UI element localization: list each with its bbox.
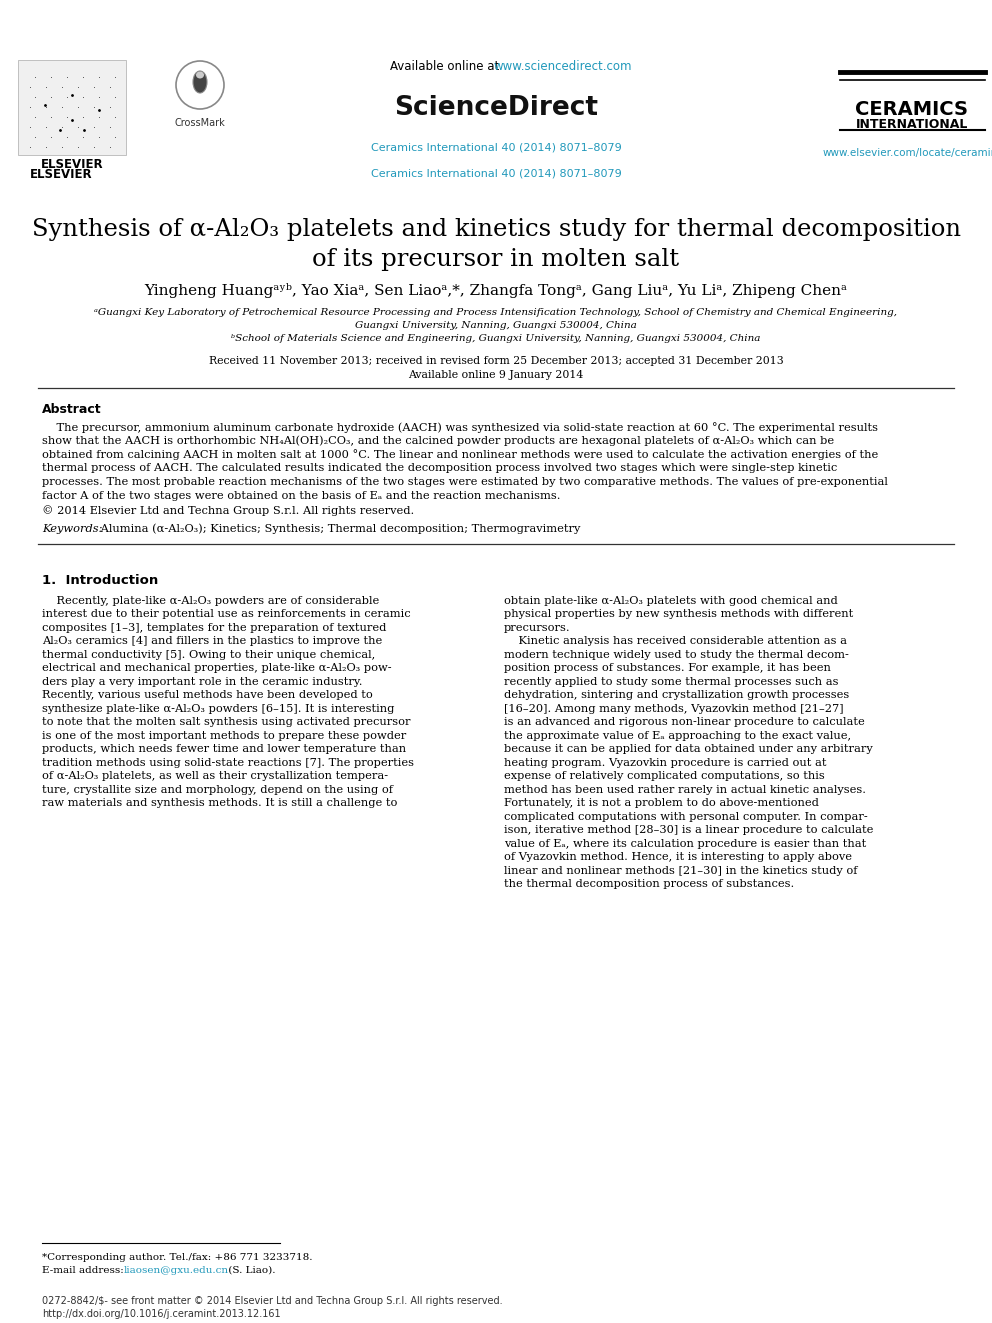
Text: of α-Al₂O₃ platelets, as well as their crystallization tempera-: of α-Al₂O₃ platelets, as well as their c… (42, 771, 388, 781)
Text: products, which needs fewer time and lower temperature than: products, which needs fewer time and low… (42, 744, 406, 754)
Text: Ceramics International 40 (2014) 8071–8079: Ceramics International 40 (2014) 8071–80… (371, 168, 621, 179)
Text: CERAMICS: CERAMICS (855, 101, 968, 119)
Text: Fortunately, it is not a problem to do above-mentioned: Fortunately, it is not a problem to do a… (504, 798, 818, 808)
Text: 1.  Introduction: 1. Introduction (42, 574, 159, 586)
Text: Available online at: Available online at (390, 60, 503, 73)
Text: electrical and mechanical properties, plate-like α-Al₂O₃ pow-: electrical and mechanical properties, pl… (42, 663, 392, 673)
Text: of Vyazovkin method. Hence, it is interesting to apply above: of Vyazovkin method. Hence, it is intere… (504, 852, 852, 863)
Text: dehydration, sintering and crystallization growth processes: dehydration, sintering and crystallizati… (504, 691, 849, 700)
Text: CrossMark: CrossMark (175, 118, 225, 128)
Text: because it can be applied for data obtained under any arbitrary: because it can be applied for data obtai… (504, 744, 873, 754)
Text: interest due to their potential use as reinforcements in ceramic: interest due to their potential use as r… (42, 609, 411, 619)
Text: heating program. Vyazovkin procedure is carried out at: heating program. Vyazovkin procedure is … (504, 758, 826, 767)
Text: ᵇSchool of Materials Science and Engineering, Guangxi University, Nanning, Guang: ᵇSchool of Materials Science and Enginee… (231, 333, 761, 343)
Text: of its precursor in molten salt: of its precursor in molten salt (312, 247, 680, 271)
Text: processes. The most probable reaction mechanisms of the two stages were estimate: processes. The most probable reaction me… (42, 478, 888, 487)
Text: Al₂O₃ ceramics [4] and fillers in the plastics to improve the: Al₂O₃ ceramics [4] and fillers in the pl… (42, 636, 382, 646)
Text: http://dx.doi.org/10.1016/j.ceramint.2013.12.161: http://dx.doi.org/10.1016/j.ceramint.201… (42, 1308, 281, 1319)
Text: Alumina (α-Al₂O₃); Kinetics; Synthesis; Thermal decomposition; Thermogravimetry: Alumina (α-Al₂O₃); Kinetics; Synthesis; … (97, 524, 580, 534)
Text: 0272-8842/$- see front matter © 2014 Elsevier Ltd and Techna Group S.r.l. All ri: 0272-8842/$- see front matter © 2014 Els… (42, 1297, 503, 1306)
Text: complicated computations with personal computer. In compar-: complicated computations with personal c… (504, 811, 868, 822)
Text: [16–20]. Among many methods, Vyazovkin method [21–27]: [16–20]. Among many methods, Vyazovkin m… (504, 704, 843, 713)
Text: Recently, various useful methods have been developed to: Recently, various useful methods have be… (42, 691, 373, 700)
Text: ison, iterative method [28–30] is a linear procedure to calculate: ison, iterative method [28–30] is a line… (504, 826, 873, 835)
Text: INTERNATIONAL: INTERNATIONAL (856, 118, 968, 131)
Text: E-mail address:: E-mail address: (42, 1266, 127, 1275)
Bar (18, 60, 126, 155)
Text: liaosen@gxu.edu.cn: liaosen@gxu.edu.cn (124, 1266, 229, 1275)
Ellipse shape (193, 71, 207, 93)
Text: Guangxi University, Nanning, Guangxi 530004, China: Guangxi University, Nanning, Guangxi 530… (355, 321, 637, 329)
Text: is an advanced and rigorous non-linear procedure to calculate: is an advanced and rigorous non-linear p… (504, 717, 865, 728)
Text: expense of relatively complicated computations, so this: expense of relatively complicated comput… (504, 771, 824, 781)
Text: to note that the molten salt synthesis using activated precursor: to note that the molten salt synthesis u… (42, 717, 411, 728)
Text: modern technique widely used to study the thermal decom-: modern technique widely used to study th… (504, 650, 849, 660)
Text: thermal conductivity [5]. Owing to their unique chemical,: thermal conductivity [5]. Owing to their… (42, 650, 375, 660)
Text: ELSEVIER: ELSEVIER (41, 157, 103, 171)
Text: Ceramics International 40 (2014) 8071–8079: Ceramics International 40 (2014) 8071–80… (371, 142, 621, 152)
Text: value of Eₐ, where its calculation procedure is easier than that: value of Eₐ, where its calculation proce… (504, 839, 866, 848)
Text: obtained from calcining AACH in molten salt at 1000 °C. The linear and nonlinear: obtained from calcining AACH in molten s… (42, 450, 878, 460)
Text: thermal process of AACH. The calculated results indicated the decomposition proc: thermal process of AACH. The calculated … (42, 463, 837, 474)
Text: show that the AACH is orthorhombic NH₄Al(OH)₂CO₃, and the calcined powder produc: show that the AACH is orthorhombic NH₄Al… (42, 435, 834, 446)
Text: synthesize plate-like α-Al₂O₃ powders [6–15]. It is interesting: synthesize plate-like α-Al₂O₃ powders [6… (42, 704, 395, 713)
Text: ScienceDirect: ScienceDirect (394, 95, 598, 120)
Text: *Corresponding author. Tel./fax: +86 771 3233718.: *Corresponding author. Tel./fax: +86 771… (42, 1253, 312, 1262)
Text: (S. Liao).: (S. Liao). (225, 1266, 276, 1275)
Text: www.elsevier.com/locate/ceramint: www.elsevier.com/locate/ceramint (822, 148, 992, 157)
Text: ture, crystallite size and morphology, depend on the using of: ture, crystallite size and morphology, d… (42, 785, 393, 795)
Text: Recently, plate-like α-Al₂O₃ powders are of considerable: Recently, plate-like α-Al₂O₃ powders are… (42, 595, 379, 606)
Text: factor A of the two stages were obtained on the basis of Eₐ and the reaction mec: factor A of the two stages were obtained… (42, 491, 560, 501)
Text: ELSEVIER: ELSEVIER (30, 168, 92, 181)
Text: Yingheng Huangᵃʸᵇ, Yao Xiaᵃ, Sen Liaoᵃ,*, Zhangfa Tongᵃ, Gang Liuᵃ, Yu Liᵃ, Zhip: Yingheng Huangᵃʸᵇ, Yao Xiaᵃ, Sen Liaoᵃ,*… (145, 283, 847, 298)
Text: Available online 9 January 2014: Available online 9 January 2014 (409, 370, 583, 380)
Text: the approximate value of Eₐ approaching to the exact value,: the approximate value of Eₐ approaching … (504, 730, 851, 741)
Text: recently applied to study some thermal processes such as: recently applied to study some thermal p… (504, 676, 838, 687)
Text: ᵃGuangxi Key Laboratory of Petrochemical Resource Processing and Process Intensi: ᵃGuangxi Key Laboratory of Petrochemical… (94, 308, 898, 318)
Text: www.sciencedirect.com: www.sciencedirect.com (493, 60, 632, 73)
Ellipse shape (196, 71, 204, 78)
Text: tradition methods using solid-state reactions [7]. The properties: tradition methods using solid-state reac… (42, 758, 414, 767)
Text: Abstract: Abstract (42, 404, 101, 415)
Text: Kinetic analysis has received considerable attention as a: Kinetic analysis has received considerab… (504, 636, 847, 646)
Text: precursors.: precursors. (504, 623, 570, 632)
Text: Keywords:: Keywords: (42, 524, 102, 533)
Text: Synthesis of α-Al₂O₃ platelets and kinetics study for thermal decomposition: Synthesis of α-Al₂O₃ platelets and kinet… (32, 218, 960, 241)
Text: The precursor, ammonium aluminum carbonate hydroxide (AACH) was synthesized via : The precursor, ammonium aluminum carbona… (42, 422, 878, 433)
Text: method has been used rather rarely in actual kinetic analyses.: method has been used rather rarely in ac… (504, 785, 866, 795)
Text: linear and nonlinear methods [21–30] in the kinetics study of: linear and nonlinear methods [21–30] in … (504, 865, 857, 876)
Text: raw materials and synthesis methods. It is still a challenge to: raw materials and synthesis methods. It … (42, 798, 398, 808)
Text: is one of the most important methods to prepare these powder: is one of the most important methods to … (42, 730, 407, 741)
Text: ders play a very important role in the ceramic industry.: ders play a very important role in the c… (42, 676, 362, 687)
Text: © 2014 Elsevier Ltd and Techna Group S.r.l. All rights reserved.: © 2014 Elsevier Ltd and Techna Group S.r… (42, 505, 415, 516)
Text: composites [1–3], templates for the preparation of textured: composites [1–3], templates for the prep… (42, 623, 386, 632)
Text: position process of substances. For example, it has been: position process of substances. For exam… (504, 663, 831, 673)
Text: physical properties by new synthesis methods with different: physical properties by new synthesis met… (504, 609, 853, 619)
Text: the thermal decomposition process of substances.: the thermal decomposition process of sub… (504, 878, 795, 889)
Text: obtain plate-like α-Al₂O₃ platelets with good chemical and: obtain plate-like α-Al₂O₃ platelets with… (504, 595, 838, 606)
Text: Received 11 November 2013; received in revised form 25 December 2013; accepted 3: Received 11 November 2013; received in r… (208, 356, 784, 366)
